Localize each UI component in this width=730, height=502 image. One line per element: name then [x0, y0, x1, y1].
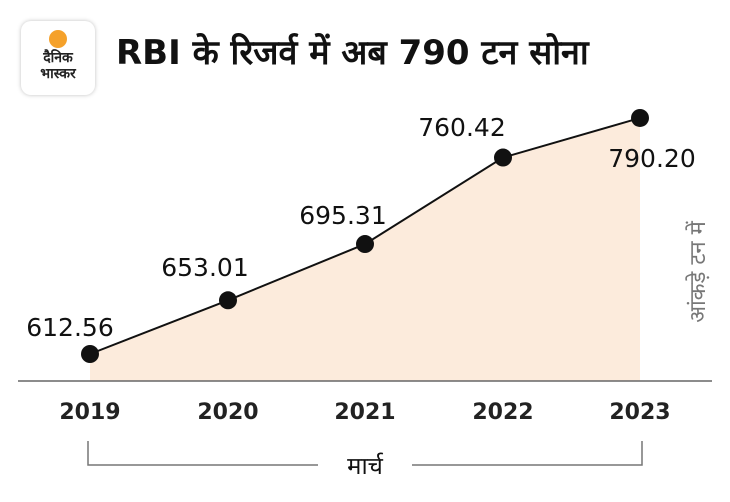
dainik-bhaskar-logo: दैनिक भास्कर — [21, 21, 95, 95]
logo-line2: भास्कर — [40, 66, 76, 82]
x-tick-2021: 2021 — [334, 400, 395, 425]
x-tick-2022: 2022 — [472, 400, 533, 425]
data-point-2019 — [81, 345, 99, 363]
x-tick-2019: 2019 — [59, 400, 120, 425]
y-axis-label: आंकड़े टन में — [686, 221, 711, 323]
x-bracket — [87, 441, 643, 466]
x-axis-label: मार्च — [347, 452, 384, 480]
data-point-2021 — [356, 235, 374, 254]
data-point-2020 — [219, 291, 237, 310]
data-label-2020: 653.01 — [161, 253, 248, 282]
data-point-2022 — [494, 148, 512, 167]
data-point-2023 — [631, 108, 649, 127]
data-label-2021: 695.31 — [299, 201, 386, 230]
chart-title: RBI के रिजर्व में अब 790 टन सोना — [116, 33, 589, 73]
sun-icon — [49, 30, 67, 48]
x-tick-2020: 2020 — [197, 400, 258, 425]
data-label-2023: 790.20 — [608, 144, 695, 173]
logo-line1: दैनिक — [43, 50, 73, 66]
data-label-2019: 612.56 — [26, 313, 113, 342]
x-tick-2023: 2023 — [609, 400, 670, 425]
data-label-2022: 760.42 — [418, 113, 505, 142]
